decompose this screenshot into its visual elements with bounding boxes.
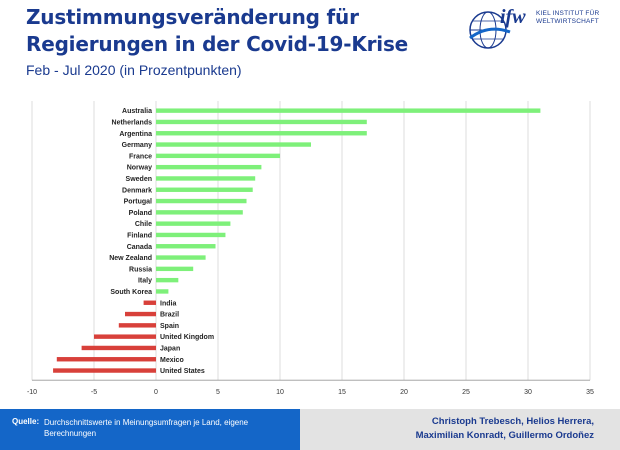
bar	[156, 142, 311, 147]
x-tick-label: 5	[216, 389, 220, 396]
footer-source-panel	[0, 409, 300, 450]
category-label: Denmark	[122, 187, 152, 194]
category-label: Mexico	[160, 357, 184, 364]
category-label: South Korea	[110, 289, 152, 296]
bar	[156, 131, 367, 136]
bar	[118, 323, 156, 328]
category-label: Finland	[127, 232, 152, 239]
bar	[94, 334, 156, 339]
chart-subtitle: Feb - Jul 2020 (in Prozentpunkten)	[26, 62, 242, 78]
category-label: United Kingdom	[160, 334, 214, 341]
bar	[156, 187, 253, 192]
bar	[156, 232, 226, 238]
category-label: Netherlands	[112, 119, 153, 126]
bar	[156, 255, 206, 260]
category-label: Canada	[127, 244, 152, 251]
bar	[156, 198, 247, 204]
category-label: India	[160, 300, 176, 307]
bar	[156, 210, 243, 215]
x-tick-label: 35	[586, 389, 594, 396]
bar	[53, 368, 156, 373]
category-label: Russia	[129, 266, 152, 273]
category-label: New Zealand	[109, 255, 152, 262]
chart-title: Zustimmungsveränderung für Regierungen i…	[26, 5, 409, 56]
category-label: Sweden	[126, 176, 152, 183]
category-label: Italy	[138, 278, 152, 285]
category-label: France	[129, 153, 152, 160]
category-label: Argentina	[119, 131, 152, 138]
authors-line-2: Maximilian Konradt, Guillermo Ordoñez	[415, 430, 594, 441]
bar	[156, 176, 256, 181]
category-label: Portugal	[124, 199, 152, 206]
category-label: Australia	[122, 108, 152, 115]
category-label: Norway	[127, 165, 152, 172]
category-label: Brazil	[160, 312, 179, 319]
bar	[81, 345, 156, 351]
x-tick-label: 25	[462, 389, 470, 396]
category-label: Spain	[160, 323, 179, 330]
x-tick-label: -10	[27, 389, 37, 396]
x-tick-label: 15	[338, 389, 346, 396]
footer-authors-panel	[280, 409, 620, 450]
x-tick-label: 20	[400, 389, 408, 396]
bar	[156, 244, 216, 249]
bar	[156, 164, 262, 170]
source-text: Durchschnittswerte in Meinungsumfragen j…	[44, 418, 249, 438]
source-label: Quelle:	[12, 417, 40, 426]
authors: Christoph Trebesch, Helios Herrera, Maxi…	[334, 415, 594, 443]
bar	[156, 108, 541, 113]
bar	[156, 277, 179, 283]
logo-line-2: WELTWIRTSCHAFT	[536, 17, 599, 25]
globe-icon	[469, 11, 511, 49]
logo-wordmark: ifw	[500, 6, 526, 28]
bar	[156, 221, 231, 226]
footer-divider	[280, 409, 300, 450]
logo-line-1: KIEL INSTITUT FÜR	[536, 10, 600, 17]
category-label: Chile	[135, 221, 152, 228]
bar	[56, 357, 156, 362]
category-label: United States	[160, 368, 205, 375]
authors-line-1: Christoph Trebesch, Helios Herrera,	[431, 416, 594, 427]
bar-chart: -10 -5 0 5 10 15 20 25 30 35 Australia Netherlands A…	[27, 101, 594, 396]
bar	[125, 311, 156, 317]
bar	[156, 289, 169, 294]
bar	[143, 300, 156, 305]
x-tick-label: 0	[154, 389, 158, 396]
category-label: Germany	[122, 142, 152, 149]
category-label: Poland	[129, 210, 152, 217]
x-tick-label: 10	[276, 389, 284, 396]
bar	[156, 153, 280, 159]
bar	[156, 119, 367, 125]
x-tick-label: 30	[524, 389, 532, 396]
footer: Quelle: Durchschnittswerte in Meinungsum…	[0, 409, 620, 450]
x-tick-label: -5	[91, 389, 97, 396]
category-label: Japan	[160, 345, 180, 352]
bar	[156, 266, 194, 272]
logo-subtitle: KIEL INSTITUT FÜR WELTWIRTSCHAFT	[536, 10, 599, 25]
